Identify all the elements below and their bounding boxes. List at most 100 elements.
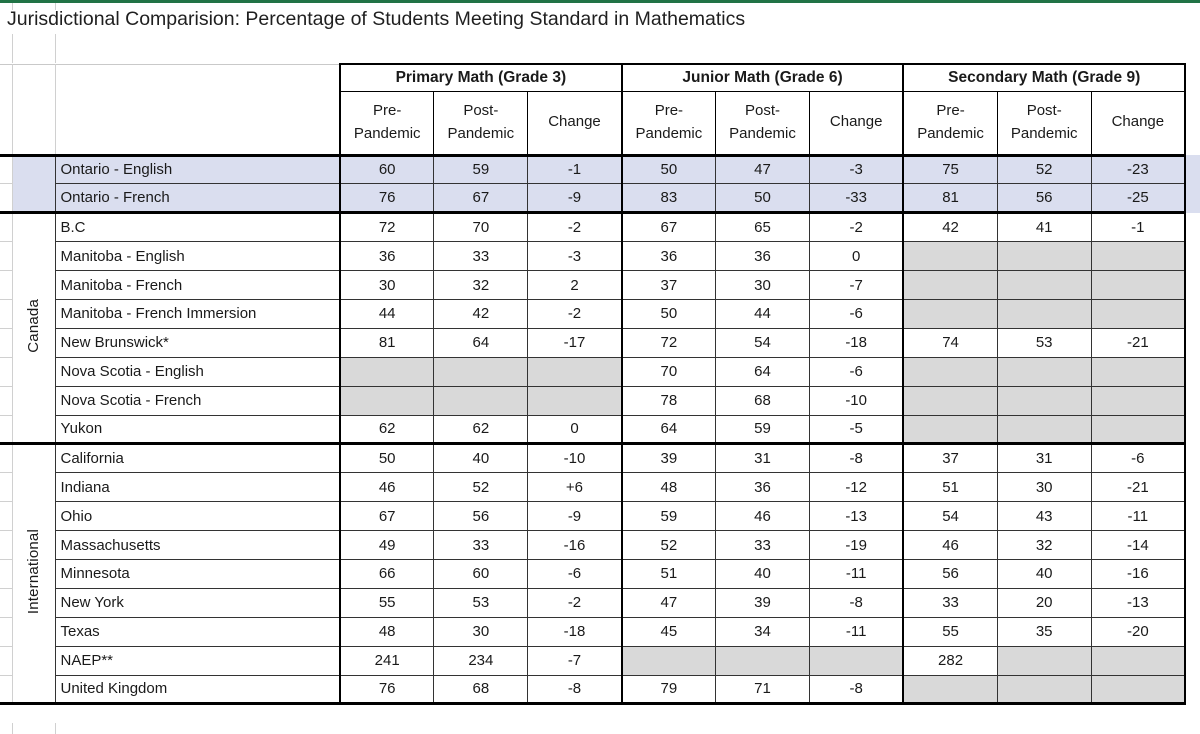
jurisdiction-cell[interactable]: Indiana [54, 472, 341, 503]
value-cell[interactable]: -2 [527, 298, 623, 329]
value-cell[interactable]: 76 [339, 183, 435, 215]
value-cell[interactable]: 30 [339, 270, 435, 300]
value-cell[interactable]: 33 [902, 587, 998, 618]
value-cell[interactable]: -21 [1090, 327, 1187, 358]
value-cell[interactable]: 48 [620, 472, 717, 503]
col-header-change[interactable]: Change [808, 90, 904, 157]
value-cell-empty[interactable] [1090, 270, 1187, 300]
value-cell-empty[interactable] [1090, 385, 1187, 416]
value-cell[interactable]: -6 [808, 356, 904, 387]
value-cell[interactable]: 31 [996, 443, 1092, 474]
value-cell[interactable]: 44 [715, 298, 810, 329]
value-cell[interactable]: 36 [715, 241, 810, 272]
value-cell[interactable]: 74 [902, 327, 998, 358]
value-cell[interactable]: 55 [902, 616, 998, 647]
value-cell[interactable]: 42 [433, 298, 529, 329]
value-cell[interactable]: 34 [715, 616, 810, 647]
value-cell-empty[interactable] [902, 356, 998, 387]
value-cell[interactable]: -11 [808, 558, 904, 589]
value-cell[interactable]: 67 [339, 501, 435, 532]
value-cell[interactable]: -10 [527, 443, 623, 474]
value-cell[interactable]: 35 [996, 616, 1092, 647]
value-cell[interactable]: -13 [808, 501, 904, 532]
value-cell-empty[interactable] [527, 385, 623, 416]
value-cell[interactable]: 50 [339, 443, 435, 474]
value-cell[interactable]: -6 [527, 558, 623, 589]
value-cell[interactable]: 68 [433, 674, 529, 706]
value-cell[interactable]: -16 [1090, 558, 1187, 589]
value-cell[interactable]: -25 [1090, 183, 1187, 215]
value-cell[interactable]: -11 [808, 616, 904, 647]
value-cell[interactable]: 78 [620, 385, 717, 416]
value-cell[interactable]: -3 [527, 241, 623, 272]
value-cell-empty[interactable] [996, 270, 1092, 300]
col-header-change[interactable]: Change [1090, 90, 1187, 157]
jurisdiction-cell[interactable]: Yukon [54, 414, 341, 446]
value-cell[interactable]: 40 [715, 558, 810, 589]
value-cell[interactable]: -6 [1090, 443, 1187, 474]
value-cell[interactable]: 47 [620, 587, 717, 618]
value-cell[interactable]: 42 [902, 212, 998, 243]
value-cell-empty[interactable] [808, 645, 904, 676]
jurisdiction-cell[interactable]: Massachusetts [54, 530, 341, 560]
col-header-pre-pandemic[interactable]: Pre- Pandemic [902, 90, 998, 157]
jurisdiction-cell[interactable]: NAEP** [54, 645, 341, 676]
value-cell[interactable]: -18 [527, 616, 623, 647]
value-cell[interactable]: 31 [715, 443, 810, 474]
value-cell-empty[interactable] [1090, 298, 1187, 329]
value-cell-empty[interactable] [620, 645, 717, 676]
value-cell[interactable]: 52 [433, 472, 529, 503]
value-cell-empty[interactable] [1090, 241, 1187, 272]
jurisdiction-cell[interactable]: Minnesota [54, 558, 341, 589]
value-cell[interactable]: 36 [339, 241, 435, 272]
value-cell-empty[interactable] [715, 645, 810, 676]
value-cell[interactable]: 43 [996, 501, 1092, 532]
jurisdiction-cell[interactable]: Ontario - French [54, 183, 341, 215]
value-cell[interactable]: 59 [433, 154, 529, 185]
value-cell[interactable]: 49 [339, 530, 435, 560]
value-cell[interactable]: 55 [339, 587, 435, 618]
col-header-pre-pandemic[interactable]: Pre- Pandemic [339, 90, 435, 157]
value-cell-empty[interactable] [902, 385, 998, 416]
group-header-secondary[interactable]: Secondary Math (Grade 9) [902, 63, 1187, 92]
jurisdiction-cell[interactable]: Texas [54, 616, 341, 647]
value-cell-empty[interactable] [902, 241, 998, 272]
jurisdiction-cell[interactable]: Nova Scotia - French [54, 385, 341, 416]
value-cell[interactable]: 33 [715, 530, 810, 560]
row-group-label[interactable]: Canada [11, 212, 56, 446]
value-cell-empty[interactable] [996, 414, 1092, 446]
value-cell-empty[interactable] [996, 385, 1092, 416]
value-cell[interactable]: 33 [433, 241, 529, 272]
value-cell[interactable]: 46 [902, 530, 998, 560]
value-cell-empty[interactable] [996, 298, 1092, 329]
value-cell[interactable]: -18 [808, 327, 904, 358]
value-cell[interactable]: 52 [996, 154, 1092, 185]
value-cell[interactable]: 62 [339, 414, 435, 446]
value-cell[interactable]: 72 [339, 212, 435, 243]
value-cell[interactable]: 30 [433, 616, 529, 647]
jurisdiction-cell[interactable]: Ontario - English [54, 154, 341, 185]
value-cell-empty[interactable] [996, 356, 1092, 387]
jurisdiction-cell[interactable]: Nova Scotia - English [54, 356, 341, 387]
value-cell[interactable]: 67 [620, 212, 717, 243]
jurisdiction-cell[interactable]: New York [54, 587, 341, 618]
value-cell[interactable]: 75 [902, 154, 998, 185]
jurisdiction-cell[interactable]: Manitoba - French Immersion [54, 298, 341, 329]
value-cell[interactable]: 40 [996, 558, 1092, 589]
value-cell[interactable]: -2 [527, 212, 623, 243]
value-cell[interactable]: 48 [339, 616, 435, 647]
value-cell[interactable]: 51 [620, 558, 717, 589]
value-cell[interactable]: 76 [339, 674, 435, 706]
value-cell-empty[interactable] [1090, 674, 1187, 706]
value-cell[interactable]: -9 [527, 183, 623, 215]
row-group-label-empty[interactable] [11, 155, 56, 215]
value-cell[interactable]: -21 [1090, 472, 1187, 503]
value-cell-empty[interactable] [433, 356, 529, 387]
value-cell[interactable]: 39 [715, 587, 810, 618]
value-cell[interactable]: -17 [527, 327, 623, 358]
value-cell[interactable]: 36 [715, 472, 810, 503]
value-cell[interactable]: 56 [902, 558, 998, 589]
value-cell[interactable]: -19 [808, 530, 904, 560]
value-cell[interactable]: 33 [433, 530, 529, 560]
group-header-junior[interactable]: Junior Math (Grade 6) [620, 63, 905, 92]
